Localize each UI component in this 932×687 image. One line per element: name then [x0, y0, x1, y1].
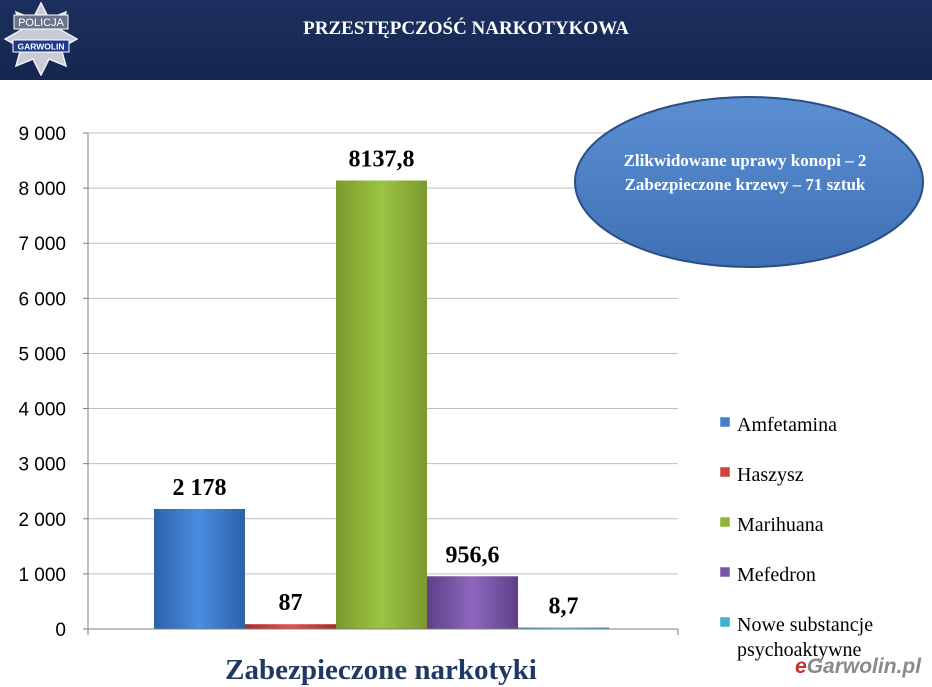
bar-mefedron	[427, 576, 518, 629]
legend-swatch	[719, 566, 731, 578]
data-label: 87	[279, 590, 303, 616]
bar-chart: 0 1 000 2 000 3 000 4 000 5 000 6 000 7 000 8 00…	[18, 96, 924, 686]
bar-marihuana	[336, 180, 427, 630]
watermark: eGarwolin.pl	[795, 655, 921, 679]
legend-label-cont: psychoaktywne	[737, 639, 862, 661]
y-tick-label: 8 000	[18, 179, 66, 200]
watermark-text: Garwolin.pl	[806, 655, 922, 678]
y-tick-label: 5 000	[18, 344, 66, 365]
annotation-line-1: Zlikwidowane uprawy konopi – 2	[624, 151, 867, 170]
legend-swatch	[719, 466, 731, 478]
legend-swatch	[719, 516, 731, 528]
data-label: 8,7	[549, 594, 579, 620]
x-axis-label: Zabezpieczone narkotyki	[225, 654, 537, 686]
annotation-line-2: Zabezpieczone krzewy – 71 sztuk	[625, 175, 866, 194]
bar-nowe-substancje-psychoaktywne	[518, 627, 609, 629]
y-tick-label: 0	[55, 620, 66, 641]
y-tick-label: 3 000	[18, 455, 66, 476]
bar-amfetamina	[154, 508, 245, 629]
legend-label: Mefedron	[737, 564, 816, 586]
bars	[154, 180, 609, 630]
annotation-ellipse: Zlikwidowane uprawy konopi – 2 Zabezpiec…	[574, 96, 924, 268]
watermark-prefix: e	[795, 655, 807, 678]
legend-label: Nowe substancje	[737, 614, 873, 636]
legend-swatch	[719, 416, 731, 428]
legend-label: Amfetamina	[737, 414, 837, 436]
badge-top-text: POLICJA	[18, 17, 65, 29]
page-title: PRZESTĘPCZOŚĆ NARKOTYKOWA	[303, 18, 629, 39]
y-tick-label: 1 000	[18, 565, 66, 586]
y-tick-label: 2 000	[18, 510, 66, 531]
y-tick-label: 9 000	[18, 124, 66, 145]
y-tick-label: 6 000	[18, 289, 66, 310]
data-label: 956,6	[446, 542, 500, 568]
header-bar: POLICJA GARWOLIN PRZESTĘPCZOŚĆ NARKOTYKO…	[0, 0, 932, 80]
police-badge-icon: POLICJA GARWOLIN	[4, 2, 78, 76]
data-label: 8137,8	[349, 147, 415, 173]
legend: Amfetamina Haszysz Marihuana Mefedron Nowe s…	[719, 414, 873, 661]
y-tick-label: 4 000	[18, 400, 66, 421]
legend-label: Haszysz	[737, 464, 804, 486]
legend-label: Marihuana	[737, 514, 824, 536]
legend-swatch	[719, 616, 731, 628]
y-tick-labels: 0 1 000 2 000 3 000 4 000 5 000 6 000 7 000 8 00…	[18, 124, 66, 641]
axes	[87, 133, 679, 635]
bar-haszysz	[245, 624, 336, 629]
y-tick-label: 7 000	[18, 234, 66, 255]
data-label: 2 178	[173, 475, 227, 501]
badge-bottom-text: GARWOLIN	[17, 42, 64, 52]
data-labels: 2 178 87 8137,8 956,6 8,7	[173, 147, 579, 620]
